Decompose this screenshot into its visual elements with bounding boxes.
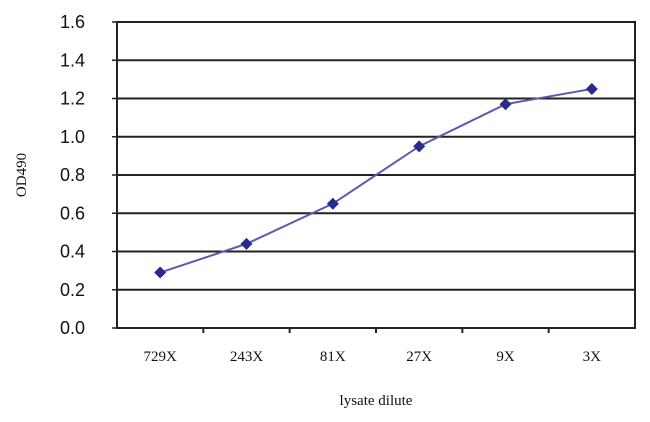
x-tick-label: 3X bbox=[583, 349, 602, 365]
x-axis-ticks: 729X 243X 81X 27X 9X 3X bbox=[143, 328, 601, 365]
data-point-243X bbox=[240, 237, 253, 250]
x-tick-label: 243X bbox=[230, 349, 264, 365]
y-tick-label: 1.0 bbox=[60, 127, 85, 147]
y-tick-label: 0.2 bbox=[60, 280, 85, 300]
y-tick-label: 1.4 bbox=[60, 50, 85, 70]
y-tick-label: 0.8 bbox=[60, 165, 85, 185]
y-tick-label: 0.0 bbox=[60, 318, 85, 338]
y-tick-label: 0.4 bbox=[60, 242, 85, 262]
series-line bbox=[159, 87, 593, 274]
y-tick-label: 0.6 bbox=[60, 203, 85, 223]
data-point-729X bbox=[154, 266, 167, 279]
data-point-9X bbox=[499, 98, 512, 111]
x-tick-label: 27X bbox=[406, 349, 432, 365]
x-axis-title: lysate dilute bbox=[340, 393, 413, 409]
series bbox=[154, 82, 598, 279]
y-axis-ticks: 0.0 0.2 0.4 0.6 0.8 1.0 1.2 1.4 1.6 bbox=[60, 12, 117, 338]
x-tick-label: 729X bbox=[143, 349, 177, 365]
x-tick-label: 81X bbox=[320, 349, 346, 365]
gridlines bbox=[117, 59, 635, 291]
x-tick-label: 9X bbox=[496, 349, 515, 365]
data-point-81X bbox=[326, 197, 339, 210]
data-point-27X bbox=[413, 140, 426, 153]
y-tick-label: 1.2 bbox=[60, 89, 85, 109]
y-tick-label: 1.6 bbox=[60, 12, 85, 32]
data-point-3X bbox=[585, 82, 598, 95]
y-axis-title: OD490 bbox=[14, 153, 30, 197]
